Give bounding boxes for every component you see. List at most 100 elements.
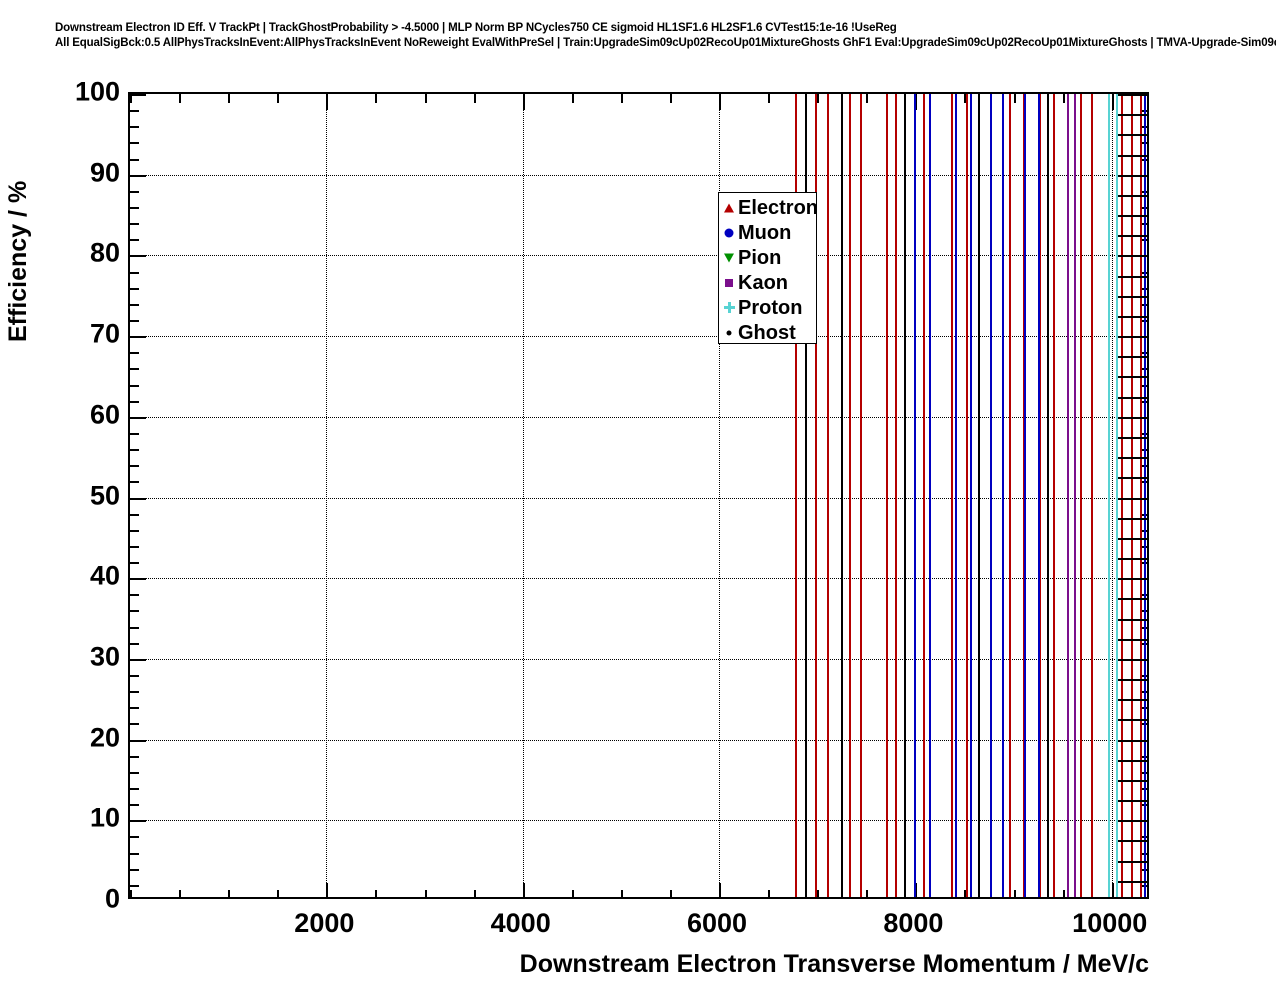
plot-title-line-1: Downstream Electron ID Eff. V TrackPt | … <box>55 22 897 34</box>
legend-item-ghost[interactable]: Ghost <box>719 320 816 345</box>
y-axis-minor-tick <box>1140 190 1147 193</box>
y-axis-minor-tick <box>130 287 139 290</box>
x-axis-minor-tick <box>424 890 427 897</box>
y-axis-tick-label: 90 <box>89 157 120 188</box>
x-axis-minor-tick <box>424 94 427 103</box>
plot-title-block: Downstream Electron ID Eff. V TrackPt | … <box>55 21 1276 51</box>
legend-item-label: Pion <box>738 246 782 269</box>
y-axis-minor-tick <box>130 449 139 452</box>
y-axis-minor-tick <box>130 804 139 807</box>
y-axis-major-tick <box>130 255 146 258</box>
y-axis-minor-tick <box>130 836 139 839</box>
y-axis-tick-label: 50 <box>89 480 120 510</box>
legend-item-label: Muon <box>738 221 792 244</box>
x-axis-minor-tick <box>179 94 182 103</box>
x-axis-minor-tick <box>473 94 476 103</box>
y-axis-minor-tick <box>130 562 139 565</box>
y-axis-minor-tick <box>1140 691 1147 694</box>
y-axis-minor-tick <box>1140 642 1147 645</box>
x-axis-minor-tick <box>866 890 869 897</box>
y-axis-minor-tick <box>1140 271 1147 274</box>
x-axis-major-tick <box>719 883 722 897</box>
y-axis-minor-tick <box>130 142 139 145</box>
y-axis-major-tick <box>130 336 146 339</box>
x-axis-minor-tick <box>473 890 476 897</box>
y-axis-minor-tick <box>1140 594 1147 597</box>
y-axis-minor-tick <box>130 110 139 113</box>
y-axis-minor-tick <box>1140 562 1147 565</box>
y-axis-minor-tick <box>1140 142 1147 145</box>
y-axis-major-tick <box>130 497 146 500</box>
triangle-down-marker-icon <box>722 251 736 265</box>
y-axis-minor-tick <box>1140 126 1147 129</box>
x-axis-minor-tick <box>571 94 574 103</box>
x-axis-minor-tick <box>669 890 672 897</box>
y-axis-minor-tick <box>130 884 139 887</box>
y-axis-major-tick <box>130 658 146 661</box>
y-axis-minor-tick <box>1140 545 1147 548</box>
y-axis-minor-tick <box>130 368 139 371</box>
y-axis-tick-label: 30 <box>89 641 120 672</box>
x-axis-tick-label: 4000 <box>490 908 551 938</box>
y-axis-minor-tick <box>1140 675 1147 678</box>
x-axis-minor-tick <box>228 94 231 103</box>
x-axis-minor-tick <box>866 94 869 103</box>
y-axis-minor-tick <box>130 223 139 226</box>
y-axis-minor-tick <box>1140 513 1147 516</box>
y-axis-major-tick <box>130 94 146 96</box>
legend-item-pion[interactable]: Pion <box>719 245 816 270</box>
y-axis-major-tick <box>130 174 146 177</box>
x-axis-tick-label: 10000 <box>1072 908 1148 938</box>
y-axis-minor-tick <box>1140 771 1147 774</box>
y-axis-major-tick <box>130 416 146 419</box>
x-axis-tick-label: 2000 <box>294 908 355 938</box>
y-axis-tick-label: 80 <box>89 237 120 268</box>
y-axis-minor-tick <box>130 529 139 532</box>
legend-item-label: Kaon <box>738 271 788 294</box>
y-axis-minor-tick <box>130 239 139 242</box>
y-axis-minor-tick <box>1140 432 1147 435</box>
y-axis-major-tick <box>130 820 146 823</box>
x-axis-minor-tick <box>768 94 771 103</box>
y-axis-minor-tick <box>1140 788 1147 791</box>
legend-item-electron[interactable]: Electron <box>719 195 819 220</box>
legend-item-proton[interactable]: Proton <box>719 295 816 320</box>
y-axis-minor-tick <box>1140 303 1147 306</box>
y-axis-minor-tick <box>130 868 139 871</box>
y-axis-minor-tick <box>1140 223 1147 226</box>
y-axis-minor-tick <box>130 723 139 726</box>
legend-item-muon[interactable]: Muon <box>719 220 816 245</box>
x-axis-minor-tick <box>130 94 132 103</box>
y-axis-minor-tick <box>130 158 139 161</box>
y-axis-minor-tick <box>1140 384 1147 387</box>
x-axis-major-tick <box>326 883 329 897</box>
x-axis-minor-tick <box>669 94 672 103</box>
x-axis-minor-tick <box>571 890 574 897</box>
y-axis-minor-tick <box>130 465 139 468</box>
x-axis-minor-tick <box>130 890 132 897</box>
y-axis-minor-tick <box>130 545 139 548</box>
y-axis-minor-tick <box>1140 626 1147 629</box>
x-axis-minor-tick <box>375 94 378 103</box>
circle-marker-icon <box>722 226 736 240</box>
x-axis-minor-tick <box>1013 94 1016 103</box>
square-marker-icon <box>722 276 736 290</box>
y-axis-minor-tick <box>1140 465 1147 468</box>
y-axis-minor-tick <box>1140 206 1147 209</box>
x-axis-minor-tick <box>964 890 967 897</box>
x-axis-tick-labels: 2000 4000 6000 8000 10000 <box>0 910 1276 950</box>
y-axis-minor-tick <box>1140 287 1147 290</box>
y-axis-minor-tick <box>1140 884 1147 887</box>
y-axis-minor-tick <box>130 675 139 678</box>
y-axis-minor-tick <box>130 594 139 597</box>
y-axis-minor-tick <box>1140 723 1147 726</box>
plot-title-line-2: All EqualSigBck:0.5 AllPhysTracksInEvent… <box>55 37 1276 49</box>
legend[interactable]: Electron Muon Pion Kaon Proton Ghost <box>718 192 819 345</box>
legend-item-label: Electron <box>738 196 819 219</box>
x-axis-minor-tick <box>1062 94 1065 103</box>
y-axis-tick-label: 0 <box>104 883 120 914</box>
y-axis-minor-tick <box>130 206 139 209</box>
y-axis-minor-tick <box>130 319 139 322</box>
legend-item-kaon[interactable]: Kaon <box>719 270 816 295</box>
